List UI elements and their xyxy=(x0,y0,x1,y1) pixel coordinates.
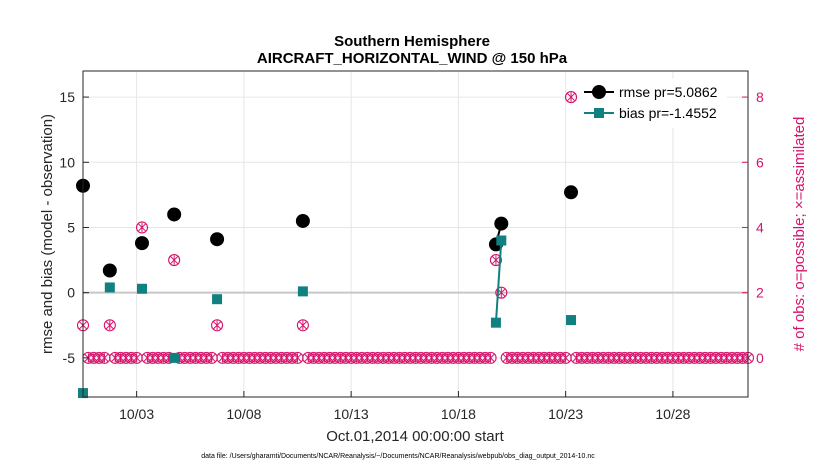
data-file-footnote: data file: /Users/gharamti/Documents/NCA… xyxy=(201,453,595,460)
rmse-point xyxy=(134,236,149,251)
y-tick-label: 5 xyxy=(67,219,75,235)
obs-possible-marker xyxy=(168,254,181,267)
y-tick-label: 0 xyxy=(67,285,75,301)
x-tick-label: 10/18 xyxy=(441,406,476,422)
x-tick-label: 10/08 xyxy=(226,406,261,422)
obs-possible-marker xyxy=(103,319,116,332)
obs-assimilated-marker xyxy=(567,92,575,102)
y-axis-label: rmse and bias (model - observation) xyxy=(39,114,56,354)
rmse-point xyxy=(564,185,579,200)
bias-point xyxy=(136,283,147,294)
rmse-point xyxy=(210,232,225,247)
bias-series-line xyxy=(494,240,503,323)
obs-assimilated-marker xyxy=(213,320,222,330)
obs-assimilated-marker xyxy=(170,255,179,265)
obs-possible-marker xyxy=(495,286,508,299)
plot-frame xyxy=(82,70,749,398)
y2-tick-label: 4 xyxy=(756,219,764,235)
chart-subtitle: AIRCRAFT_HORIZONTAL_WIND @ 150 hPa xyxy=(257,50,568,67)
obs-assimilated-zero-marker xyxy=(561,353,570,363)
obs-assimilated-zero-marker xyxy=(486,353,495,363)
chart-title: Southern Hemisphere xyxy=(334,33,490,50)
rmse-point xyxy=(167,207,182,222)
x-axis-label: Oct.01,2014 00:00:00 start xyxy=(326,428,504,445)
obs-possible-marker xyxy=(135,221,149,234)
legend: rmse pr=5.0862 bias pr=-1.4552 xyxy=(577,78,727,128)
legend-rmse-marker xyxy=(592,85,606,99)
bias-point xyxy=(566,315,577,326)
bias-point xyxy=(490,317,501,328)
bias-point xyxy=(212,294,223,305)
legend-rmse-label: rmse pr=5.0862 xyxy=(619,84,718,100)
obs-assimilated-marker xyxy=(105,320,114,330)
legend-bias-marker xyxy=(594,108,604,118)
observation-count-markers xyxy=(76,91,755,364)
legend-bias-label: bias pr=-1.4552 xyxy=(619,105,717,121)
obs-possible-marker xyxy=(564,91,578,104)
y-tick-label: 10 xyxy=(59,154,75,170)
y-tick-label: 15 xyxy=(59,89,75,105)
obs-assimilated-zero-marker xyxy=(100,353,109,363)
obs-possible-marker xyxy=(296,319,309,332)
y2-tick-label: 8 xyxy=(756,89,764,105)
y2-tick-label: 6 xyxy=(756,154,764,170)
obs-assimilated-zero-marker xyxy=(207,353,216,363)
bias-point xyxy=(104,282,115,293)
obs-possible-zero-marker xyxy=(484,351,497,364)
bias-point xyxy=(297,286,308,297)
y2-tick-label: 0 xyxy=(756,350,764,366)
x-tick-label: 10/28 xyxy=(655,406,690,422)
rmse-point xyxy=(102,263,117,278)
obs-possible-marker xyxy=(211,319,224,332)
obs-assimilated-marker xyxy=(138,222,146,233)
y2-axis-label: # of obs: o=possible; ×=assimilated xyxy=(791,117,808,352)
rmse-point xyxy=(494,216,509,231)
obs-possible-marker xyxy=(489,254,502,267)
y-tick-label: -5 xyxy=(63,350,76,366)
bias-point xyxy=(169,352,180,363)
obs-assimilated-zero-marker xyxy=(132,353,141,363)
bias-point xyxy=(496,235,507,246)
obs-assimilated-marker xyxy=(298,320,307,330)
x-tick-label: 10/23 xyxy=(548,406,583,422)
axis-ticks: 10/03 10/08 10/13 10/18 10/23 10/28 -5 0 5 10 15 0 2… xyxy=(59,89,764,422)
x-tick-label: 10/03 xyxy=(119,406,154,422)
obs-assimilated-zero-marker xyxy=(293,353,302,363)
obs-assimilated-marker xyxy=(491,255,500,265)
x-tick-label: 10/13 xyxy=(334,406,369,422)
rmse-point xyxy=(295,213,310,228)
y2-tick-label: 2 xyxy=(756,285,764,301)
